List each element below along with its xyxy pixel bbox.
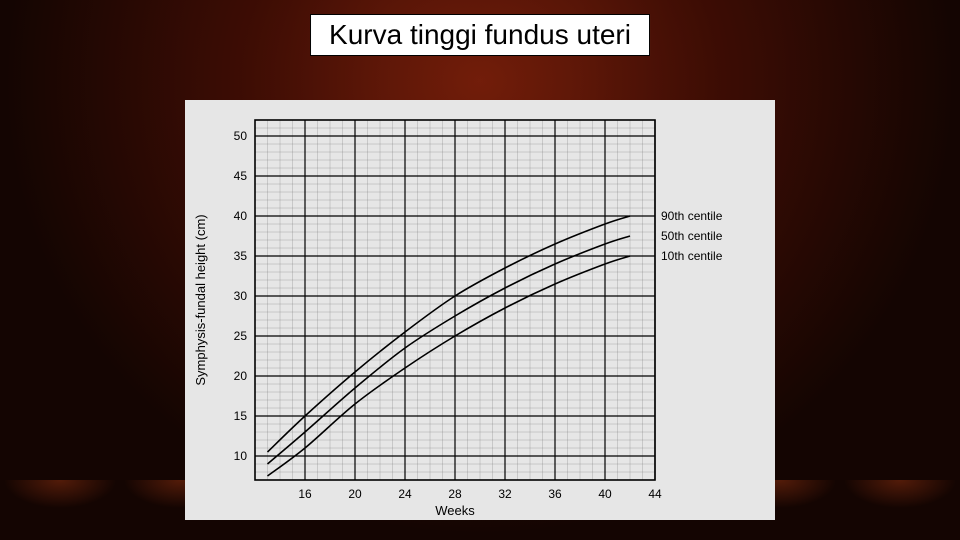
svg-text:16: 16	[298, 487, 312, 501]
svg-text:15: 15	[234, 409, 248, 423]
svg-text:45: 45	[234, 169, 248, 183]
series-label: 90th centile	[661, 209, 723, 223]
svg-text:40: 40	[598, 487, 612, 501]
slide-title: Kurva tinggi fundus uteri	[310, 14, 650, 56]
svg-text:50: 50	[234, 129, 248, 143]
svg-text:20: 20	[348, 487, 362, 501]
svg-text:30: 30	[234, 289, 248, 303]
svg-text:36: 36	[548, 487, 562, 501]
svg-text:25: 25	[234, 329, 248, 343]
series-label: 50th centile	[661, 229, 723, 243]
svg-text:24: 24	[398, 487, 412, 501]
svg-text:28: 28	[448, 487, 462, 501]
fundal-height-chart: 16 20 24 28 32 36 40 44 10 15 20 25 30 35 40 45 50 90th c…	[185, 100, 775, 520]
svg-text:20: 20	[234, 369, 248, 383]
y-axis-title: Symphysis-fundal height (cm)	[193, 214, 208, 385]
series-label: 10th centile	[661, 249, 723, 263]
svg-text:40: 40	[234, 209, 248, 223]
svg-text:10: 10	[234, 449, 248, 463]
x-axis-title: Weeks	[435, 503, 475, 518]
svg-text:32: 32	[498, 487, 512, 501]
svg-text:35: 35	[234, 249, 248, 263]
svg-text:44: 44	[648, 487, 662, 501]
